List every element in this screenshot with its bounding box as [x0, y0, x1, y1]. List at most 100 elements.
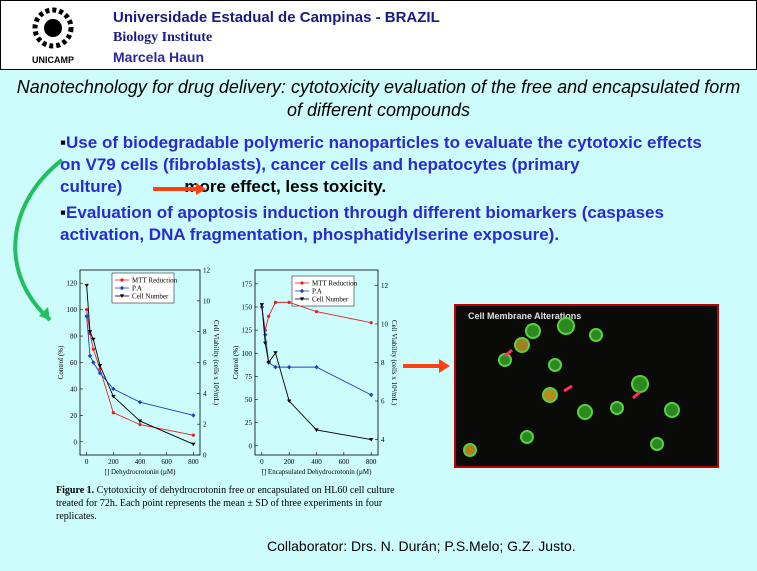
data-point	[273, 364, 278, 370]
legend-label: P.A	[312, 288, 322, 296]
bullet: Evaluation of apoptosis induction throug…	[60, 202, 720, 246]
y-tick-label: 80	[70, 333, 78, 341]
y2-tick-label: 8	[381, 359, 385, 367]
y-tick-label: 125	[242, 327, 253, 335]
data-point	[85, 308, 89, 312]
data-point	[259, 303, 265, 307]
data-point	[91, 360, 96, 365]
x-tick-label: 0	[85, 458, 89, 466]
data-point	[273, 300, 278, 304]
x-tick-label: 800	[188, 458, 199, 466]
data-point	[191, 433, 195, 437]
data-point	[260, 305, 264, 309]
data-point	[84, 314, 89, 319]
institution: Universidade Estadual de Campinas - BRAZ…	[113, 9, 440, 26]
data-point	[111, 394, 116, 399]
y2-tick-label: 12	[203, 267, 211, 275]
data-point	[84, 283, 89, 288]
arrow-head	[439, 359, 450, 373]
legend-box	[291, 275, 355, 307]
y2-tick-label: 10	[203, 297, 211, 305]
data-point	[259, 304, 265, 310]
slide-title: Nanotechnology for drug delivery: cytoto…	[16, 77, 741, 120]
data-point	[191, 413, 196, 418]
caption-text: Cytotoxicity of dehydrocrotonin free or …	[56, 485, 395, 522]
collaborator: Collaborator: Drs. N. Durán; P.S.Melo; G…	[267, 538, 576, 554]
x-axis-label: [] Encapsulated Dehydrocrotonin (µM)	[262, 468, 373, 476]
y2-tick-label: 6	[381, 398, 385, 406]
data-point	[286, 399, 292, 404]
y2-tick-label: 4	[203, 390, 207, 398]
arrow-head	[39, 307, 50, 320]
legend-label: P.A	[132, 285, 142, 293]
data-point	[97, 363, 103, 368]
data-point	[138, 423, 142, 427]
data-point	[286, 364, 292, 370]
series-line	[86, 285, 194, 445]
series-line	[86, 316, 194, 416]
logo: UNICAMP	[32, 7, 74, 65]
data-point	[314, 428, 319, 432]
y-tick-label: 120	[67, 280, 78, 288]
data-point	[368, 437, 374, 442]
series-line	[261, 301, 372, 331]
y2-tick-label: 8	[203, 328, 207, 336]
data-point	[314, 310, 319, 314]
y-axis-label: Control (%)	[232, 345, 240, 379]
x-tick-label: 800	[366, 458, 377, 466]
x-tick-label: 200	[284, 458, 295, 466]
data-point	[111, 411, 115, 415]
legend-label: MTT Reduction	[132, 277, 178, 285]
x-tick-label: 200	[108, 458, 119, 466]
data-point	[137, 419, 143, 424]
plot-frame	[79, 269, 201, 456]
legend-marker	[120, 278, 124, 282]
x-tick-label: 0	[260, 458, 264, 466]
legend-marker	[119, 294, 125, 298]
y-tick-label: 100	[67, 306, 78, 314]
y2-tick-label: 0	[203, 452, 207, 460]
curved-arrow	[13, 158, 64, 322]
legend-marker	[119, 285, 125, 291]
data-point	[369, 321, 373, 325]
x-axis-label: [] Dehydrocrotonin (µM)	[105, 468, 177, 476]
legend-label: Cell Number	[312, 296, 349, 304]
x-tick-label: 400	[311, 458, 322, 466]
data-point	[266, 360, 271, 365]
caption-label: Figure 1.	[56, 485, 95, 496]
data-point	[267, 314, 271, 318]
data-point	[88, 331, 92, 336]
y-tick-label: 0	[74, 438, 78, 446]
bullet-text: Evaluation of apoptosis induction throug…	[60, 203, 664, 244]
bullet-text: Use of biodegradable polymeric nanoparti…	[60, 133, 702, 196]
data-point	[263, 332, 268, 337]
data-point	[87, 330, 93, 334]
legend-marker	[299, 297, 305, 301]
author: Marcela Haun	[113, 49, 205, 65]
x-tick-label: 600	[339, 458, 350, 466]
y-tick-label: 75	[245, 373, 253, 381]
data-point	[87, 353, 93, 359]
micrograph: Cell Membrane Alterations	[454, 304, 719, 468]
legend-box	[111, 272, 175, 304]
micrograph-title: Cell Membrane Alterations	[468, 311, 581, 321]
data-point	[368, 392, 374, 398]
data-point	[314, 364, 319, 370]
series-line	[86, 309, 194, 436]
y-tick-label: 0	[249, 442, 253, 450]
data-point	[98, 367, 102, 371]
y2-tick-label: 4	[381, 436, 385, 444]
data-point	[273, 351, 278, 355]
figure-caption: Figure 1. Cytotoxicity of dehydrocrotoni…	[56, 484, 396, 523]
y-axis-label: Control (%)	[57, 345, 65, 379]
plot-frame	[254, 269, 379, 456]
y2-tick-label: 2	[203, 421, 207, 429]
y-tick-label: 25	[245, 419, 253, 427]
data-point	[287, 300, 291, 304]
y-tick-label: 175	[242, 280, 253, 288]
series-line	[261, 304, 372, 441]
y-tick-label: 150	[242, 304, 253, 312]
data-point	[137, 399, 143, 405]
y-tick-label: 100	[242, 350, 253, 358]
